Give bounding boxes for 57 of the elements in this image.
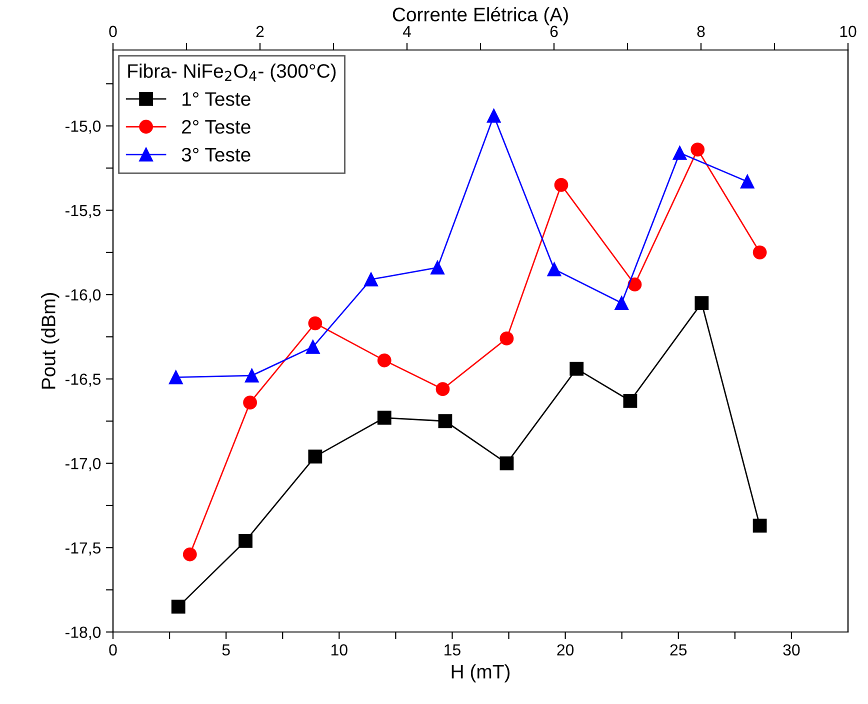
x2-tick-label: 10	[840, 26, 856, 38]
legend-label: 3° Teste	[182, 148, 250, 162]
point	[614, 296, 629, 310]
point	[554, 178, 568, 192]
legend-label: 2° Teste	[182, 120, 250, 134]
point	[168, 370, 183, 384]
x2-axis-title: Corrente Elétrica (A)	[392, 6, 568, 26]
x-tick-label: 5	[222, 644, 230, 656]
x-tick-label: 0	[109, 644, 117, 656]
legend-title: Fibra- NiFe$_{2}$O$_{4}$- (300°C)	[128, 64, 336, 82]
x-tick-label: 25	[670, 644, 687, 656]
x2-tick-label: 8	[697, 26, 705, 38]
point	[690, 142, 705, 156]
point	[377, 353, 392, 368]
point	[740, 174, 754, 189]
point	[752, 245, 767, 260]
point	[306, 340, 320, 354]
point	[238, 534, 252, 548]
point	[182, 547, 197, 562]
point	[623, 394, 638, 408]
y-tick-label: -16,0	[66, 289, 101, 302]
x2-tick-label: 4	[402, 26, 411, 37]
legend-label: 1° Teste	[182, 92, 250, 106]
point	[377, 410, 392, 425]
x-tick-label: 20	[557, 644, 574, 656]
point	[436, 382, 450, 396]
point	[308, 316, 322, 330]
point	[570, 362, 584, 376]
point	[364, 272, 378, 286]
x2-tick-label: 2	[256, 26, 264, 37]
x-tick-label: 10	[331, 644, 348, 656]
y-tick-label: -16,5	[66, 374, 101, 387]
point	[500, 456, 514, 470]
point	[171, 600, 186, 614]
point	[244, 368, 259, 383]
point	[672, 146, 687, 160]
x-axis-title: H (mT)	[452, 664, 510, 682]
y-tick-label: -15,5	[66, 205, 101, 218]
point	[628, 278, 642, 292]
x-tick-label: 30	[783, 644, 800, 656]
point	[486, 108, 501, 123]
point	[438, 414, 452, 428]
point	[430, 260, 444, 275]
point	[243, 396, 257, 410]
x-tick-label: 15	[444, 644, 460, 656]
point	[308, 450, 322, 464]
y-tick-label: -15,0	[66, 120, 101, 134]
x2-tick-label: 0	[109, 26, 117, 38]
point	[694, 296, 709, 310]
y-tick-label: -17,5	[66, 542, 101, 556]
y-tick-label: -17,0	[66, 458, 101, 472]
point	[547, 262, 562, 276]
x2-tick-label: 6	[550, 26, 558, 38]
y-tick-label: -18,0	[66, 626, 101, 640]
y-axis-title: Pout (dBm)	[41, 293, 60, 389]
point	[752, 518, 767, 533]
point	[500, 332, 514, 346]
